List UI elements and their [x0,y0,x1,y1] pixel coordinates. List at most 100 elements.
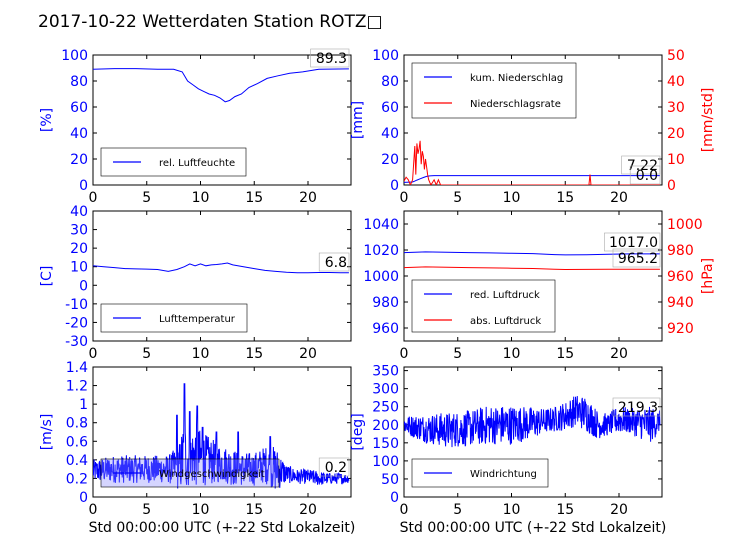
last-value-annotation: 0.2 [325,460,347,476]
y-tick-label: 960 [372,321,399,337]
y-tick-label: -30 [65,334,88,350]
y-tick-label: 300 [372,382,399,398]
y-tick-label: 100 [372,48,399,64]
y2-tick-label: 0 [667,178,676,194]
y-tick-label: 200 [372,418,399,434]
legend-label: abs. Luftdruck [470,316,541,327]
x-tick-label: 15 [556,502,574,518]
y-tick-label: 150 [372,436,399,452]
x-tick-label: 20 [610,502,628,518]
y2-tick-label: 40 [667,74,685,90]
x-tick-label: 10 [192,502,210,518]
y-tick-label: -10 [65,297,88,313]
y2-axis-label: [mm/std] [700,88,716,153]
series-line-rel-luftfeuchte [93,68,349,103]
y-tick-label: 1 [79,397,88,413]
y-tick-label: 20 [70,241,88,257]
y-axis-label: [%] [39,108,55,132]
x-tick-label: 10 [192,190,210,206]
x-tick-label: 15 [556,346,574,362]
chart-panel-temperature: 0 5 10 15 20 -30 -20 -10 0 10 20 30 40 [C] Lufttempera… [39,204,352,362]
legend-label: Niederschlagsrate [470,99,561,110]
y2-tick-label: 920 [667,321,694,337]
y2-tick-label: 980 [667,243,694,259]
y2-tick-label: 940 [667,295,694,311]
last-value-annotation-box [621,155,661,175]
y-tick-label: 0.6 [66,434,88,450]
series-line-windgeschwindigkeit [93,383,350,489]
plot-frame [92,366,352,498]
y-tick-label: 80 [381,74,399,90]
y-tick-label: 40 [70,204,88,220]
y-tick-label: 100 [61,48,88,64]
y-tick-label: 1.4 [66,360,88,376]
y2-tick-label: 1000 [667,217,703,233]
x-tick-label: 15 [245,346,263,362]
y-tick-label: 20 [381,152,399,168]
y-tick-label: 0.2 [66,471,88,487]
x-tick-label: 0 [89,190,98,206]
last-value-annotation: 219.3 [618,400,658,416]
y-tick-label: 350 [372,364,399,380]
x-tick-label: 10 [503,346,521,362]
last-value-annotation: 89.3 [316,51,347,67]
y-axis-label: [m/s] [39,414,55,451]
last-value-annotation: 0.0 [636,168,658,184]
x-tick-label: 10 [192,346,210,362]
x-axis-label-left: Std 00:00:00 UTC (+-22 Std Lokalzeit) [89,520,356,536]
y-tick-label: 60 [70,100,88,116]
x-tick-label: 5 [142,502,151,518]
x-tick-label: 0 [400,346,409,362]
y2-tick-label: 50 [667,48,685,64]
y2-axis-label: [hPa] [700,258,716,294]
series-line-windrichtung [404,396,661,448]
last-value-annotation-box [612,248,661,268]
y-tick-label: 0 [79,178,88,194]
x-tick-label: 10 [503,502,521,518]
series-line-niederschlagsrate [404,140,660,185]
legend-box [411,62,577,119]
y-tick-label: 50 [381,472,399,488]
y-tick-label: 1000 [363,269,399,285]
plot-frame [92,210,352,342]
x-tick-label: 0 [89,502,98,518]
x-tick-label: 15 [245,502,263,518]
x-tick-label: 5 [142,346,151,362]
y-tick-label: 0 [390,178,399,194]
legend-label: red. Luftdruck [470,290,540,301]
x-axis-label-right: Std 00:00:00 UTC (+-22 Std Lokalzeit) [400,520,667,536]
last-value-annotation-box [318,252,350,272]
plot-frame [403,366,663,498]
y-tick-label: 30 [70,223,88,239]
y-tick-label: 10 [70,260,88,276]
x-tick-label: 20 [299,190,317,206]
y-tick-label: 60 [381,100,399,116]
y-tick-label: 0.8 [66,416,88,432]
x-tick-label: 15 [245,190,263,206]
legend-label: Windgeschwindigkeit [159,469,265,480]
y-tick-label: 80 [70,74,88,90]
x-tick-label: 20 [299,502,317,518]
legend-label: rel. Luftfeuchte [159,158,235,169]
last-value-annotation: 6.8 [325,255,347,271]
y-tick-label: 0 [390,490,399,506]
x-tick-label: 20 [610,190,628,206]
legend-label: Windrichtung [470,469,537,480]
chart-panel-winddirection: 0 5 10 15 20050100150200250300350[deg]Windri… [350,364,663,518]
series-line-kum-niederschlag [404,175,660,183]
last-value-annotation: 1017.0 [609,235,658,251]
y2-tick-label: 10 [667,152,685,168]
y-tick-label: 40 [381,126,399,142]
y-tick-label: 250 [372,400,399,416]
last-value-annotation: 965.2 [618,251,658,267]
y-tick-label: 1020 [363,243,399,259]
last-value-annotation-box [629,165,661,185]
x-tick-label: 5 [142,190,151,206]
legend-label: kum. Niederschlag [470,73,563,84]
y-axis-label: [mm] [350,101,366,139]
y-tick-label: 1.2 [66,379,88,395]
y-tick-label: 40 [70,126,88,142]
chart-panel-humidity: 0 5 10 15 20 0 20 40 60 80 100 [%] rel. Luftfeuchte 8… [39,48,352,206]
x-tick-label: 5 [453,346,462,362]
